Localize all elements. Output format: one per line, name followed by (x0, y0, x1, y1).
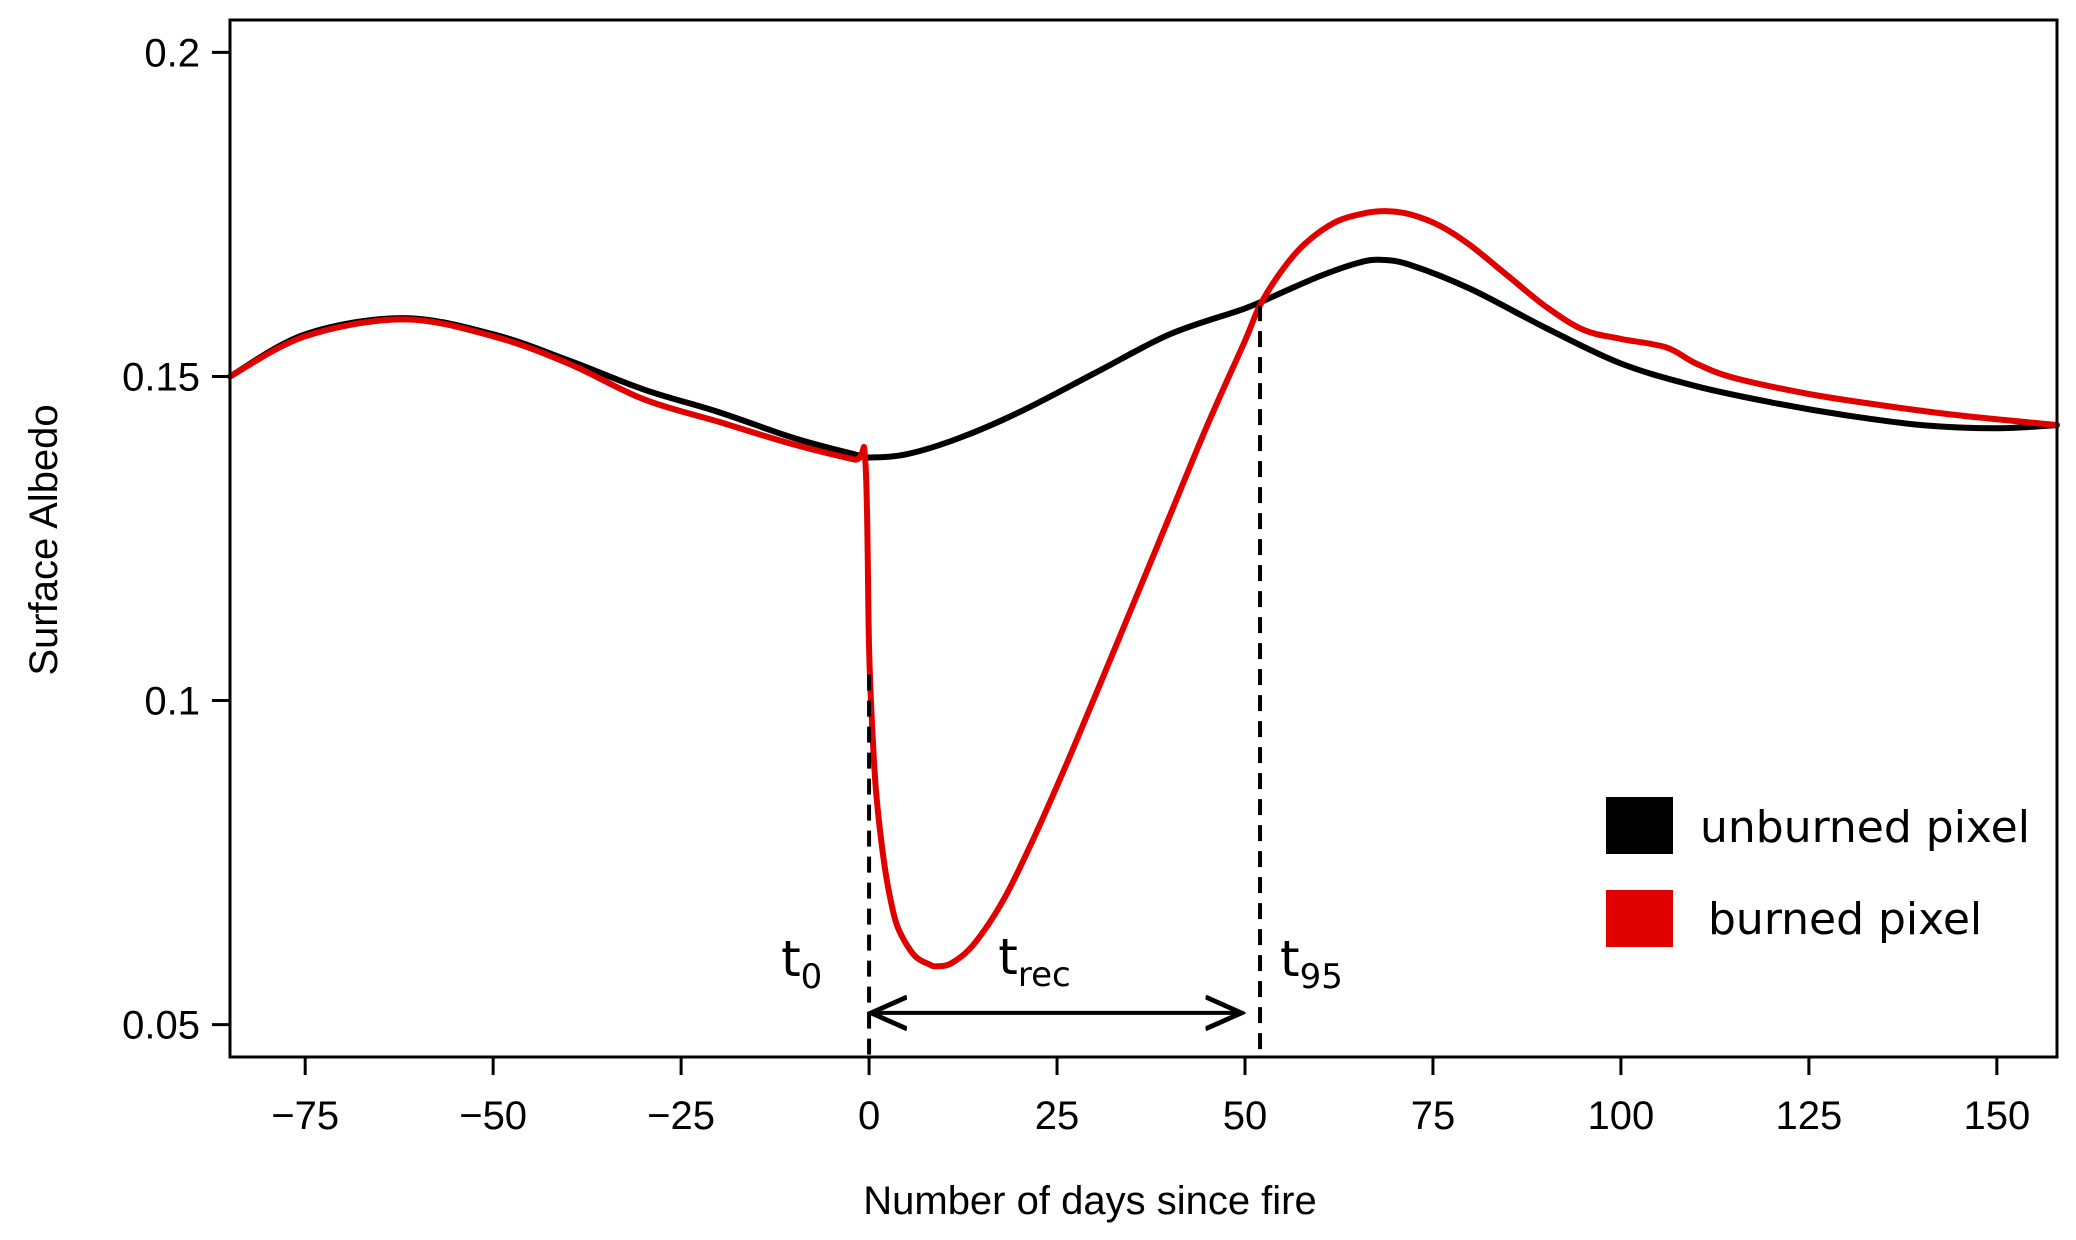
legend-swatch-unburned (1606, 797, 1673, 854)
t0-label-sub: 0 (801, 957, 823, 997)
series-line-burned (227, 208, 2060, 970)
x-tick-label: 150 (1963, 1094, 2030, 1138)
t0-label-main: t (781, 930, 801, 988)
trec-label: trec (998, 928, 1070, 995)
x-tick-label: 25 (1035, 1094, 1080, 1138)
x-axis-title: Number of days since fire (863, 1179, 1317, 1223)
y-axis-title: Surface Albedo (22, 404, 66, 675)
x-tick-label: 75 (1411, 1094, 1456, 1138)
annotation-layer: t0 trec t95 (781, 305, 1343, 1057)
t95-label-sub: 95 (1300, 957, 1343, 997)
t95-label-main: t (1280, 930, 1300, 988)
x-tick-label: 0 (858, 1094, 880, 1138)
x-tick-label: 50 (1223, 1094, 1268, 1138)
y-tick-label: 0.1 (144, 680, 200, 724)
x-tick-label: 100 (1588, 1094, 1655, 1138)
legend-label-unburned: unburned pixel (1700, 802, 2030, 853)
series-layer (227, 208, 2060, 970)
x-axis: −75 −50 −25 0 25 50 75 100 125 150 (271, 1055, 2030, 1138)
x-tick-label: 125 (1776, 1094, 1843, 1138)
y-axis: 0.05 0.1 0.15 0.2 (122, 31, 232, 1048)
legend: unburned pixel burned pixel (1606, 797, 2030, 947)
x-tick-label: −50 (459, 1094, 527, 1138)
x-tick-label: −25 (647, 1094, 715, 1138)
t95-label: t95 (1280, 930, 1343, 997)
trec-label-main: t (998, 928, 1018, 986)
series-line-unburned (227, 256, 2060, 461)
trec-label-sub: rec (1018, 955, 1071, 995)
y-tick-label: 0.15 (122, 355, 200, 399)
y-tick-label: 0.05 (122, 1004, 200, 1048)
t0-label: t0 (781, 930, 822, 997)
legend-label-burned: burned pixel (1708, 894, 1982, 945)
y-tick-label: 0.2 (144, 31, 200, 75)
x-tick-label: −75 (271, 1094, 339, 1138)
legend-swatch-burned (1606, 890, 1673, 947)
